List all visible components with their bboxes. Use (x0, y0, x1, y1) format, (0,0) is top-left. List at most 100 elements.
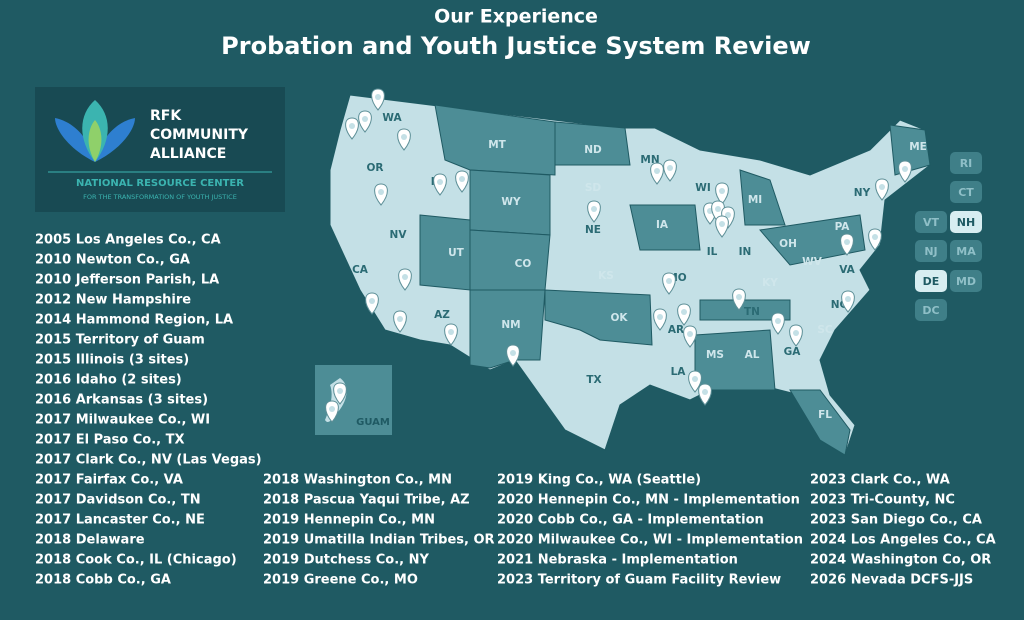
site-entry: 2018 Delaware (35, 533, 145, 548)
pin-dot (844, 239, 850, 245)
pin-dot (681, 309, 687, 315)
pin-dot (719, 221, 725, 227)
state-label: GA (784, 346, 802, 358)
state-label: NE (585, 224, 601, 236)
state-label: SC (817, 324, 833, 336)
site-entry: 2018 Washington Co., MN (263, 473, 452, 488)
site-entry: 2014 Hammond Region, LA (35, 313, 233, 328)
site-entry: 2019 Umatilla Indian Tribes, OR (263, 533, 495, 548)
state-box (950, 270, 982, 292)
site-entry: 2012 New Hampshire (35, 293, 191, 308)
site-entry: 2019 Dutchess Co., NY (263, 553, 430, 568)
state-label: AZ (434, 309, 450, 321)
site-entry: 2023 Tri-County, NC (810, 493, 955, 508)
pin-dot (666, 278, 672, 284)
kicker: Our Experience (434, 6, 598, 28)
site-list: 2005 Los Angeles Co., CA 2010 Newton Co.,… (35, 233, 996, 588)
state-box (915, 211, 947, 233)
site-entry: 2005 Los Angeles Co., CA (35, 233, 221, 248)
state-box-label: VT (923, 216, 940, 229)
pin-dot (845, 296, 851, 302)
site-entry: 2024 Washington Co, OR (810, 553, 991, 568)
site-entry: 2026 Nevada DCFS-JJS (810, 573, 973, 588)
state-label: FL (818, 409, 832, 421)
state-box (915, 270, 947, 292)
state-label: SD (585, 182, 602, 194)
state-label: AL (745, 349, 760, 361)
state-label: NM (501, 319, 520, 331)
state-shape (544, 289, 653, 346)
site-entry: 2018 Cook Co., IL (Chicago) (35, 553, 237, 568)
logo-name: COMMUNITY (150, 127, 249, 143)
state-label: TX (586, 374, 601, 386)
logo-petal (95, 118, 135, 162)
pin-dot (337, 388, 343, 394)
state-box-label: DC (922, 304, 939, 317)
pin-dot (667, 165, 673, 171)
site-entry: 2019 King Co., WA (Seattle) (497, 473, 701, 488)
site-pins (325, 88, 912, 423)
state-label: LA (671, 366, 687, 378)
site-entry: 2017 Milwaukee Co., WI (35, 413, 210, 428)
pin-dot (459, 176, 465, 182)
pin-dot (401, 134, 407, 140)
pin-dot (378, 189, 384, 195)
site-entry: 2021 Nebraska - Implementation (497, 553, 738, 568)
site-entry: 2023 Territory of Guam Facility Review (497, 573, 781, 588)
pin-dot (715, 206, 721, 212)
state-box-label: CT (958, 186, 974, 199)
guam-label: GUAM (356, 417, 390, 428)
state-label: VA (839, 264, 855, 276)
site-entry: 2017 Lancaster Co., NE (35, 513, 205, 528)
state-box-label: RI (960, 157, 973, 170)
site-entry: 2016 Arkansas (3 sites) (35, 393, 208, 408)
state-shape (759, 214, 866, 266)
logo-subtitle: NATIONAL RESOURCE CENTER (76, 178, 244, 189)
site-entry: 2024 Los Angeles Co., CA (810, 533, 996, 548)
state-label: CA (352, 264, 369, 276)
state-label: OH (779, 238, 797, 250)
site-entry: 2023 San Diego Co., CA (810, 513, 982, 528)
pin-dot (657, 314, 663, 320)
logo-petal (88, 120, 102, 162)
state-label: WI (695, 182, 711, 194)
state-label: MT (488, 139, 506, 151)
site-entry: 2018 Cobb Co., GA (35, 573, 171, 588)
pin-dot (793, 330, 799, 336)
pin-dot (775, 318, 781, 324)
pin-dot (402, 274, 408, 280)
state-box (915, 240, 947, 262)
pin-dot (369, 298, 375, 304)
state-label: CO (515, 258, 532, 270)
site-entry: 2017 El Paso Co., TX (35, 433, 184, 448)
site-entry: 2019 Hennepin Co., MN (263, 513, 435, 528)
state-label: MI (748, 194, 762, 206)
pin-dot (397, 316, 403, 322)
state-shape (469, 229, 551, 291)
site-entry: 2015 Territory of Guam (35, 333, 205, 348)
state-shape (789, 389, 851, 456)
state-label: PA (835, 221, 851, 233)
state-label: WY (501, 196, 521, 208)
pin-dot (736, 294, 742, 300)
state-label: UT (448, 247, 465, 259)
title: Probation and Youth Justice System Revie… (221, 32, 811, 60)
site-entry: 2017 Clark Co., NV (Las Vegas) (35, 453, 262, 468)
state-shape (629, 204, 701, 251)
pin-dot (510, 350, 516, 356)
site-entry: 2020 Milwaukee Co., WI - Implementation (497, 533, 803, 548)
pin-dot (329, 406, 335, 412)
state-labels: WAORIDMTNDMNWIMINYMESDWYNVCAUTCONEIAILIN… (352, 112, 927, 421)
logo-petal (55, 118, 95, 162)
state-label: KY (762, 277, 778, 289)
pin-dot (692, 376, 698, 382)
state-label: OK (610, 312, 628, 324)
shaded-states (419, 104, 931, 456)
pin-dot (362, 116, 368, 122)
state-box (950, 152, 982, 174)
pin-dot (719, 188, 725, 194)
state-shape (554, 121, 631, 166)
logo-name: ALLIANCE (150, 146, 226, 162)
state-label: WA (382, 112, 402, 124)
